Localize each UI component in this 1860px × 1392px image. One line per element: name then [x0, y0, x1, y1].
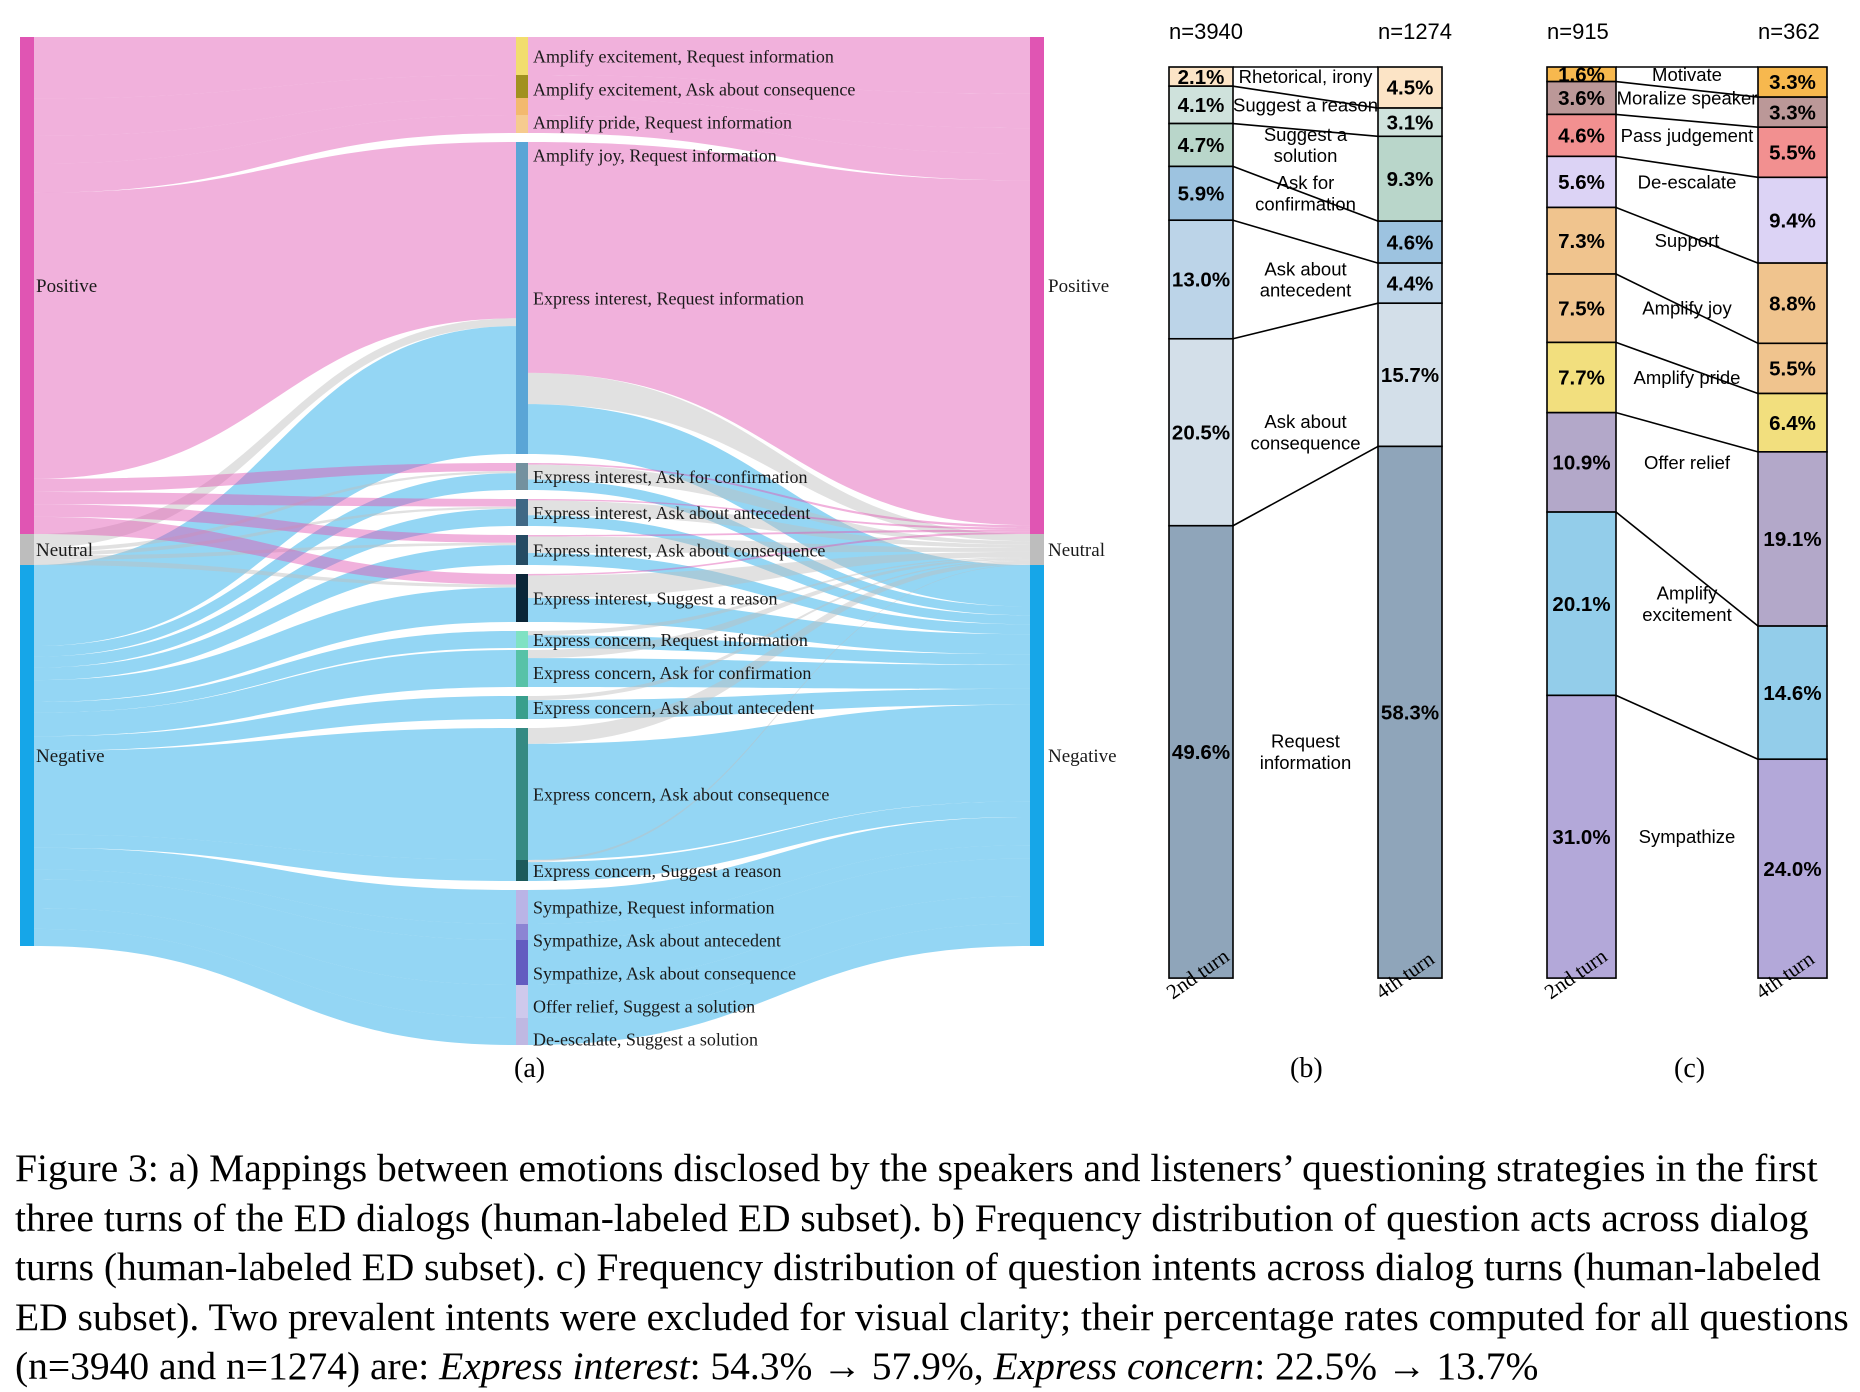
svg-text:7.3%: 7.3% [1558, 230, 1605, 253]
svg-text:Amplify pride, Request informa: Amplify pride, Request information [533, 112, 792, 132]
svg-text:Sympathize, Ask about conseque: Sympathize, Ask about consequence [533, 963, 796, 983]
svg-text:19.1%: 19.1% [1763, 528, 1821, 551]
svg-text:4.6%: 4.6% [1558, 125, 1605, 148]
svg-text:Sympathize, Ask about antecede: Sympathize, Ask about antecedent [533, 930, 781, 950]
svg-text:5.5%: 5.5% [1769, 358, 1816, 381]
svg-text:De-escalate: De-escalate [1638, 171, 1737, 192]
svg-text:5.9%: 5.9% [1178, 183, 1225, 206]
svg-text:Neutral: Neutral [1048, 540, 1105, 561]
svg-text:9.3%: 9.3% [1387, 168, 1434, 191]
svg-text:3.3%: 3.3% [1769, 101, 1816, 124]
svg-text:Motivate: Motivate [1652, 64, 1722, 85]
svg-text:Positive: Positive [1048, 276, 1109, 297]
svg-text:Express interest, Ask for conf: Express interest, Ask for confirmation [533, 467, 807, 487]
svg-text:4.1%: 4.1% [1178, 94, 1225, 117]
svg-text:Ask about: Ask about [1264, 411, 1346, 432]
svg-text:7.7%: 7.7% [1558, 367, 1605, 390]
svg-text:Ask for: Ask for [1277, 172, 1335, 193]
svg-text:13.0%: 13.0% [1172, 269, 1230, 292]
svg-text:excitement: excitement [1642, 604, 1731, 625]
svg-text:Amplify excitement, Ask about: Amplify excitement, Ask about consequenc… [533, 79, 855, 99]
svg-text:Express interest, Suggest a re: Express interest, Suggest a reason [533, 588, 777, 608]
svg-text:4.7%: 4.7% [1178, 134, 1225, 157]
svg-text:Negative: Negative [1048, 746, 1117, 767]
svg-text:15.7%: 15.7% [1381, 364, 1439, 387]
svg-text:Offer relief: Offer relief [1644, 452, 1731, 473]
svg-text:10.9%: 10.9% [1552, 452, 1610, 475]
svg-text:n=1274: n=1274 [1378, 19, 1452, 44]
svg-text:Support: Support [1655, 230, 1720, 251]
svg-text:Express concern, Ask about con: Express concern, Ask about consequence [533, 784, 829, 804]
svg-text:24.0%: 24.0% [1763, 858, 1821, 881]
svg-text:Amplify: Amplify [1657, 583, 1718, 604]
svg-text:Express concern, Ask about ant: Express concern, Ask about antecedent [533, 698, 814, 718]
svg-text:6.4%: 6.4% [1769, 412, 1816, 435]
svg-text:Express concern, Suggest a rea: Express concern, Suggest a reason [533, 861, 781, 881]
svg-text:solution: solution [1274, 145, 1338, 166]
svg-text:Ask about: Ask about [1264, 258, 1346, 279]
svg-text:Neutral: Neutral [36, 540, 93, 561]
svg-text:Negative: Negative [36, 746, 105, 767]
svg-text:confirmation: confirmation [1255, 193, 1356, 214]
svg-text:n=3940: n=3940 [1169, 19, 1243, 44]
svg-text:Amplify pride: Amplify pride [1634, 367, 1741, 388]
svg-text:3.1%: 3.1% [1387, 111, 1434, 134]
svg-text:Sympathize: Sympathize [1639, 826, 1736, 847]
svg-text:5.6%: 5.6% [1558, 171, 1605, 194]
svg-text:Suggest a reason: Suggest a reason [1233, 94, 1378, 115]
svg-text:2.1%: 2.1% [1178, 66, 1225, 89]
svg-text:consequence: consequence [1250, 432, 1360, 453]
svg-text:14.6%: 14.6% [1763, 682, 1821, 705]
svg-text:Amplify joy, Request informati: Amplify joy, Request information [533, 145, 777, 165]
svg-text:Positive: Positive [36, 276, 97, 297]
svg-text:3.3%: 3.3% [1769, 71, 1816, 94]
svg-text:3.6%: 3.6% [1558, 87, 1605, 110]
svg-text:4.5%: 4.5% [1387, 77, 1434, 100]
svg-text:4.6%: 4.6% [1387, 231, 1434, 254]
svg-text:Rhetorical, irony: Rhetorical, irony [1239, 66, 1373, 87]
svg-text:Amplify joy: Amplify joy [1642, 298, 1732, 319]
svg-text:antecedent: antecedent [1260, 280, 1352, 301]
svg-text:Sympathize, Request informatio: Sympathize, Request information [533, 897, 774, 917]
svg-text:Express interest, Ask about co: Express interest, Ask about consequence [533, 540, 825, 560]
svg-text:31.0%: 31.0% [1552, 826, 1610, 849]
svg-text:7.5%: 7.5% [1558, 297, 1605, 320]
svg-text:Express interest, Request info: Express interest, Request information [533, 288, 804, 308]
svg-text:Moralize speaker: Moralize speaker [1617, 88, 1758, 109]
svg-text:Suggest a: Suggest a [1264, 124, 1348, 145]
svg-text:Amplify excitement, Request in: Amplify excitement, Request information [533, 46, 834, 66]
svg-text:8.8%: 8.8% [1769, 292, 1816, 315]
svg-text:Express concern, Request infor: Express concern, Request information [533, 630, 808, 650]
svg-text:Request: Request [1271, 731, 1340, 752]
svg-text:n=915: n=915 [1547, 19, 1609, 44]
svg-text:20.5%: 20.5% [1172, 421, 1230, 444]
svg-text:De-escalate, Suggest a solutio: De-escalate, Suggest a solution [533, 1029, 758, 1049]
svg-text:information: information [1260, 752, 1352, 773]
svg-text:1.6%: 1.6% [1558, 64, 1605, 87]
svg-text:Pass judgement: Pass judgement [1621, 125, 1754, 146]
svg-text:58.3%: 58.3% [1381, 701, 1439, 724]
svg-text:Express interest, Ask about an: Express interest, Ask about antecedent [533, 503, 810, 523]
svg-text:20.1%: 20.1% [1552, 593, 1610, 616]
svg-text:Offer relief, Suggest a soluti: Offer relief, Suggest a solution [533, 996, 755, 1016]
svg-text:9.4%: 9.4% [1769, 209, 1816, 232]
svg-text:49.6%: 49.6% [1172, 741, 1230, 764]
svg-text:5.5%: 5.5% [1769, 141, 1816, 164]
svg-text:Express concern, Ask for confi: Express concern, Ask for confirmation [533, 663, 811, 683]
svg-text:4.4%: 4.4% [1387, 272, 1434, 295]
svg-text:n=362: n=362 [1758, 19, 1820, 44]
